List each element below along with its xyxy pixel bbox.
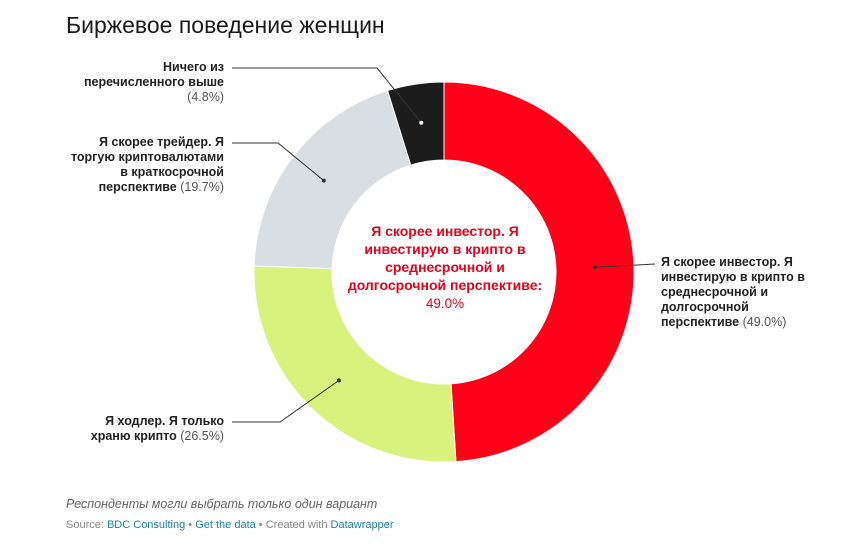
chart-note: Респонденты могли выбрать только один ва… [66,497,378,511]
leader-dot-trader [321,178,326,183]
datawrapper-link[interactable]: Datawrapper [330,519,394,531]
leader-dot-hodler [336,378,341,383]
source-line: Source: BDC Consulting • Get the data • … [66,519,394,531]
label-none: Ничего из перечисленного выше (4.8%) [83,60,224,104]
get-the-data-link[interactable]: Get the data [195,519,256,531]
source-link[interactable]: BDC Consulting [106,519,186,531]
chart-title: Биржевое поведение женщин [66,12,385,38]
label-investor: Я скорее инвестор. Я инвестирую в крипто… [661,255,805,329]
leader-dot-investor [592,265,597,270]
donut-slice-hodler [253,265,457,463]
donut-slice-investor [443,81,635,463]
leader-line-investor [594,263,656,268]
label-hodler: Я ходлер. Я только храню крипто (26.5%) [90,414,224,443]
donut-center-label: Я скорее инвестор. Я инвестирую в крипто… [347,223,543,311]
donut-slice-none [386,81,445,166]
donut-slices [253,81,635,463]
label-leader-lines [232,67,656,423]
leader-line-trader [232,142,325,181]
leader-line-hodler [232,380,340,423]
leader-dot-none [419,120,424,125]
donut-slice-trader [253,89,412,269]
leader-line-none [232,67,422,124]
label-trader: Я скорее трейдер. Я торгую криптовалютам… [70,135,224,194]
